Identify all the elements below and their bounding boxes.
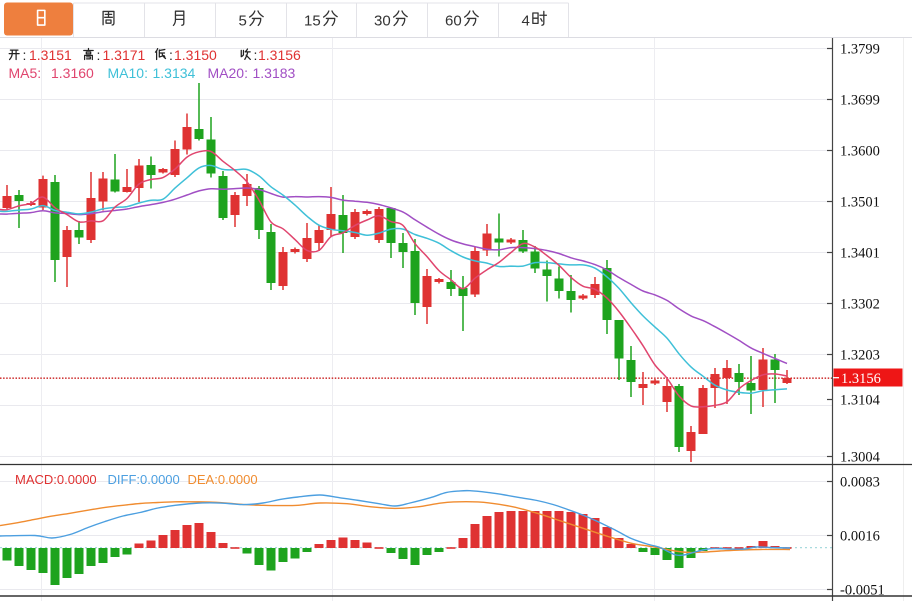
svg-text:1.3156: 1.3156 xyxy=(258,47,301,63)
svg-text:1.3203: 1.3203 xyxy=(840,348,880,364)
svg-text:60: 60 xyxy=(445,13,462,30)
svg-text:15: 15 xyxy=(304,13,321,30)
svg-text:1.3104: 1.3104 xyxy=(840,393,881,409)
svg-text:1.3150: 1.3150 xyxy=(174,47,217,63)
svg-text:1.3151: 1.3151 xyxy=(29,47,72,63)
svg-text:1.3501: 1.3501 xyxy=(840,195,880,211)
svg-text:1.3699: 1.3699 xyxy=(840,93,880,109)
svg-text:DIFF:0.0000: DIFF:0.0000 xyxy=(108,472,180,487)
svg-text:0.0016: 0.0016 xyxy=(840,529,880,545)
svg-text:MACD:0.0000: MACD:0.0000 xyxy=(15,472,97,487)
svg-text:MA10:: MA10: xyxy=(108,65,148,81)
svg-text:DEA:0.0000: DEA:0.0000 xyxy=(188,472,258,487)
svg-text::: : xyxy=(97,47,101,63)
svg-text:1.3004: 1.3004 xyxy=(840,450,881,466)
svg-text:MA20:: MA20: xyxy=(208,65,248,81)
svg-text:1.3799: 1.3799 xyxy=(840,42,880,58)
svg-text::: : xyxy=(23,47,27,63)
svg-text:1.3160: 1.3160 xyxy=(51,65,94,81)
svg-text:1.3156: 1.3156 xyxy=(841,371,881,387)
svg-text:1.3401: 1.3401 xyxy=(840,246,880,262)
svg-text:1.3600: 1.3600 xyxy=(840,144,880,160)
svg-text:4: 4 xyxy=(522,13,530,30)
svg-text:30: 30 xyxy=(374,13,391,30)
svg-text:1.3302: 1.3302 xyxy=(840,297,880,313)
svg-text:1.3183: 1.3183 xyxy=(253,65,296,81)
svg-text:MA5:: MA5: xyxy=(9,65,42,81)
svg-text::: : xyxy=(169,47,173,63)
svg-text:1.3134: 1.3134 xyxy=(153,65,196,81)
svg-text:5: 5 xyxy=(239,13,247,30)
svg-text:0.0083: 0.0083 xyxy=(840,475,880,491)
svg-text::: : xyxy=(254,47,258,63)
svg-text:1.3171: 1.3171 xyxy=(103,47,146,63)
svg-text:-0.0051: -0.0051 xyxy=(840,583,885,599)
